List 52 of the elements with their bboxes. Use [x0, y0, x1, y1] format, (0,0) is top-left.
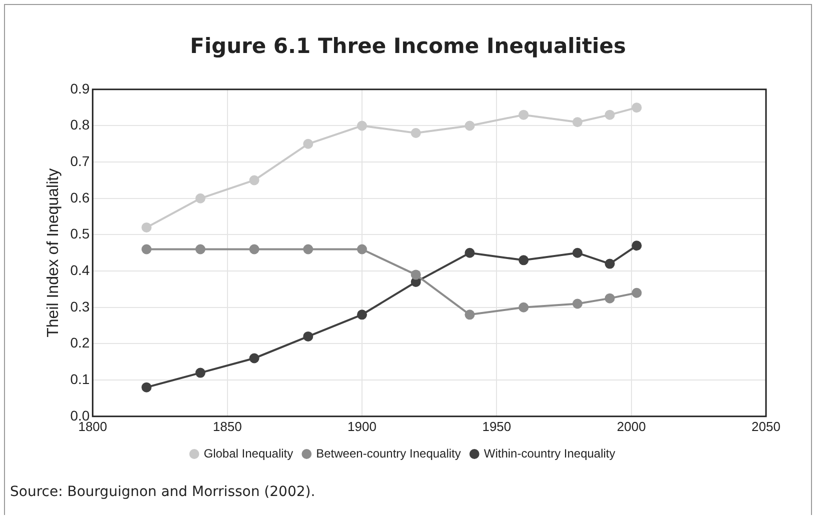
- y-tick-label: 0.9: [70, 80, 90, 96]
- point: [356, 310, 367, 320]
- source-note: Source: Bourguignon and Morrisson (2002).: [10, 484, 316, 500]
- point: [249, 353, 260, 364]
- y-tick-label: 0.8: [70, 116, 90, 133]
- point: [518, 302, 529, 312]
- y-tick-label: 0.2: [70, 334, 90, 351]
- point: [249, 175, 260, 186]
- y-tick-label: 0.7: [70, 152, 90, 169]
- point: [464, 310, 475, 320]
- point: [195, 244, 206, 254]
- point: [303, 331, 314, 342]
- point: [142, 244, 152, 254]
- point: [356, 120, 367, 131]
- point: [195, 368, 206, 378]
- x-tick-label: 1900: [348, 418, 376, 434]
- point: [632, 288, 642, 298]
- point: [518, 110, 529, 120]
- x-tick-label: 1950: [482, 418, 512, 434]
- point: [572, 117, 582, 128]
- y-tick-label: 0.5: [70, 226, 90, 242]
- point: [572, 298, 582, 309]
- point: [632, 102, 642, 113]
- legend-label: Between-country Inequality: [316, 446, 461, 460]
- point: [572, 248, 582, 258]
- point: [142, 222, 152, 232]
- point: [518, 255, 529, 266]
- point: [604, 258, 615, 269]
- legend-label: Within-country Inequality: [484, 446, 616, 460]
- chart-title: Figure 6.1 Three Income Inequalities: [189, 34, 627, 58]
- point: [632, 240, 642, 251]
- point: [604, 293, 615, 304]
- point: [356, 244, 367, 254]
- y-tick-label: 0.1: [70, 370, 90, 387]
- point: [303, 244, 314, 254]
- point: [410, 128, 421, 138]
- y-tick-label: 0.3: [70, 298, 90, 314]
- x-tick-label: 2000: [616, 418, 646, 434]
- point: [195, 193, 206, 204]
- point: [410, 270, 421, 280]
- y-tick-label: 0.4: [70, 262, 90, 278]
- x-tick-label: 2050: [752, 418, 780, 434]
- x-tick-label: 1850: [212, 418, 242, 434]
- point: [604, 110, 615, 120]
- point: [464, 248, 475, 258]
- point: [142, 382, 152, 392]
- y-axis-title: Theil Index of Inequality: [45, 168, 62, 338]
- legend-label: Global Inequality: [204, 446, 294, 460]
- point: [303, 138, 314, 149]
- point: [464, 120, 475, 131]
- point: [249, 244, 260, 254]
- y-tick-label: 0.6: [70, 189, 90, 206]
